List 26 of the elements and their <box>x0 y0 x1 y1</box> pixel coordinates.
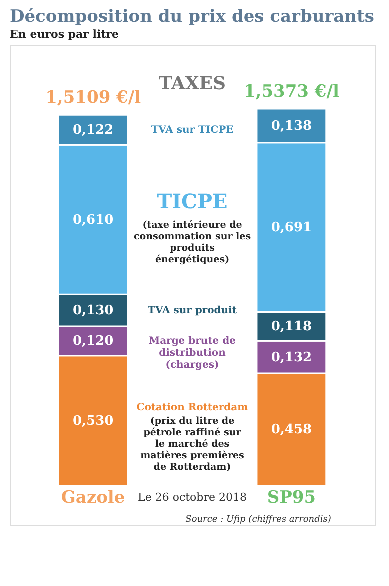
text: TAXES <box>158 74 226 95</box>
total-label: 1,5109 €/l <box>46 88 142 108</box>
source-note: Source : Ufip (chiffres arrondis) <box>186 514 332 525</box>
data-label: 0,122 <box>72 123 114 138</box>
data-label: 0,458 <box>271 422 312 438</box>
data-label: 0,691 <box>271 220 312 236</box>
annotation: (prix du litre de pétrole raffiné sur le marché des matières premières de Rotterdam) <box>140 416 244 473</box>
annotation: (taxe intérieure de consommation sur les produits énergétiques) <box>134 220 252 266</box>
total-label: 1,5373 €/l <box>244 82 340 102</box>
x-tick-label: Gazole <box>61 488 126 508</box>
series-label: TVA sur produit <box>148 306 238 317</box>
data-label: 0,120 <box>72 334 114 350</box>
chart-title: Décomposition du prix des carburants <box>10 7 374 27</box>
text: TVA sur TICPE <box>151 125 234 136</box>
text: Marge brute de distribution (charges) <box>148 336 236 372</box>
chart-subtitle: En euros par litre <box>10 28 120 41</box>
data-label: 0,132 <box>271 350 312 366</box>
x-tick-label: SP95 <box>267 488 316 508</box>
data-label: 0,610 <box>72 212 114 228</box>
series-label: Cotation Rotterdam <box>136 402 249 414</box>
data-label: 0,118 <box>271 320 312 335</box>
text: Le 26 octobre 2018 <box>138 491 247 504</box>
series-label: TICPE <box>157 190 228 214</box>
data-label: 0,130 <box>72 304 114 319</box>
data-label: 0,530 <box>72 414 114 429</box>
data-label: 0,138 <box>271 118 312 134</box>
